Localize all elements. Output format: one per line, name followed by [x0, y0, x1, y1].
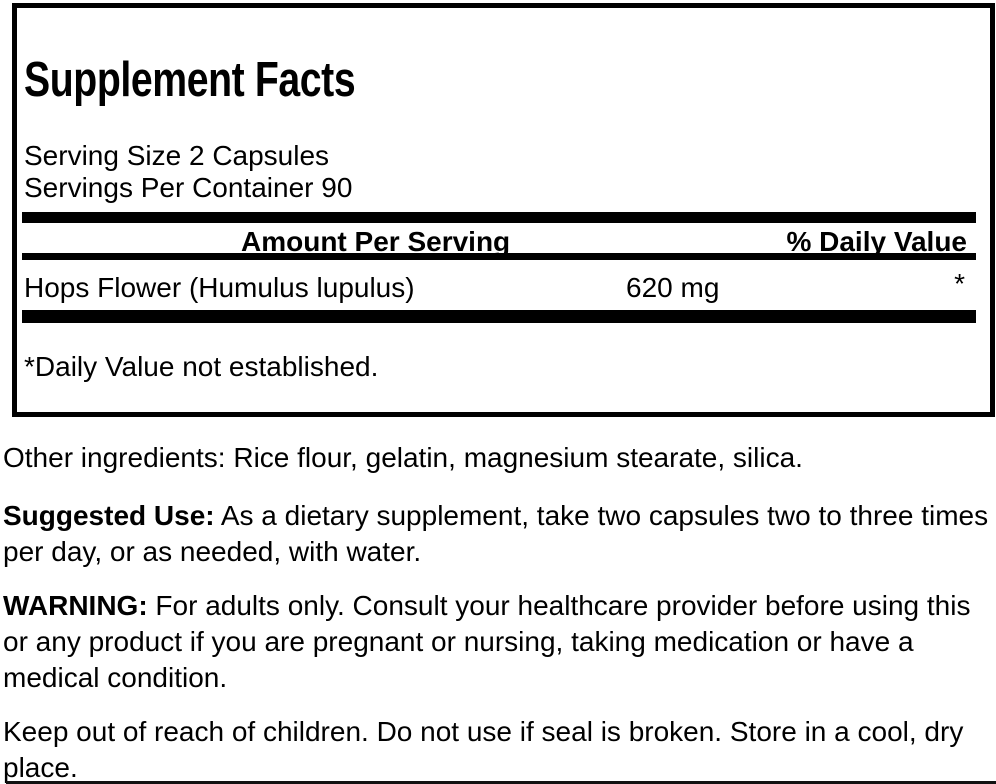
suggested-use-text: Suggested Use: As a dietary supplement, …	[3, 498, 988, 570]
bottom-rule	[6, 781, 996, 784]
ingredient-daily-value: *	[954, 268, 965, 299]
daily-value-footnote: *Daily Value not established.	[24, 351, 379, 382]
table-divider-bottom	[22, 310, 976, 323]
other-ingredients-text: Other ingredients: Rice flour, gelatin, …	[3, 440, 803, 476]
column-header-daily-value: % Daily Value	[786, 226, 967, 257]
panel-title: Supplement Facts	[24, 53, 356, 107]
warning-text: WARNING: For adults only. Consult your h…	[3, 588, 970, 696]
warning-label: WARNING:	[3, 590, 148, 621]
serving-size: Serving Size 2 Capsules	[24, 140, 330, 171]
other-ingredients-line: Other ingredients: Rice flour, gelatin, …	[3, 442, 803, 473]
ingredient-name: Hops Flower (Humulus lupulus)	[24, 272, 415, 303]
warning-body: For adults only. Consult your healthcare…	[3, 590, 971, 693]
ingredient-amount: 620 mg	[626, 272, 720, 303]
table-divider-header	[22, 253, 976, 260]
suggested-use-body: As a dietary supplement, take two capsul…	[3, 500, 989, 567]
storage-text: Keep out of reach of children. Do not us…	[3, 714, 963, 784]
table-divider-top	[22, 212, 976, 223]
storage-body: Keep out of reach of children. Do not us…	[3, 716, 964, 783]
servings-per-container: Servings Per Container 90	[24, 172, 353, 203]
supplement-facts-panel	[12, 3, 995, 417]
suggested-use-label: Suggested Use:	[3, 500, 215, 531]
column-header-amount: Amount Per Serving	[241, 226, 511, 257]
